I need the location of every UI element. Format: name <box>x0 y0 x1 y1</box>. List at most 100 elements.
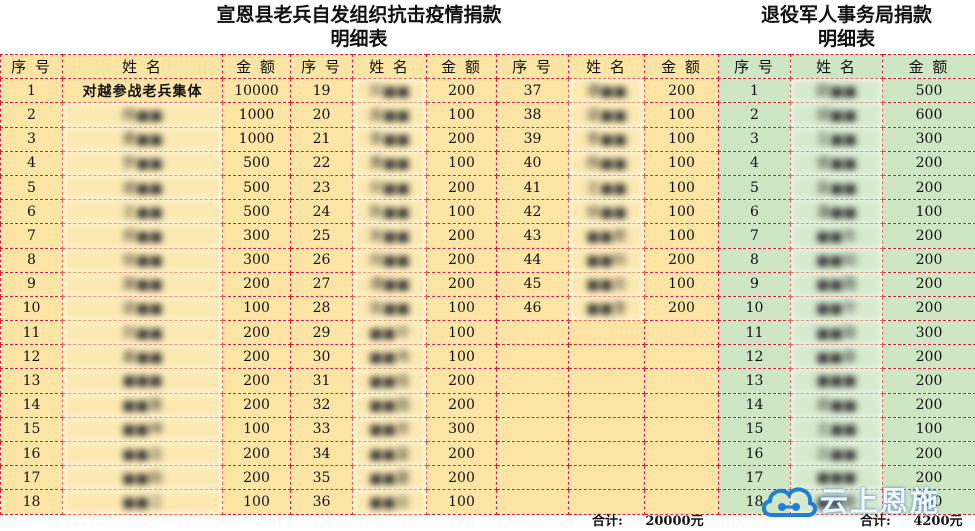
right-title: 退役军人事务局捐款 明细表 <box>718 3 975 51</box>
watermark-text: 云上恩施 <box>820 485 941 518</box>
donor-name: 何■■ <box>352 247 427 273</box>
table-row: 4 罗■■ 500 22 黄■■ 100 40 杨■■ 100 <box>0 150 719 176</box>
row-number: 6 <box>0 199 63 225</box>
donor-name: ■■科 <box>568 247 645 273</box>
donation-amount: 100 <box>222 489 291 515</box>
donor-name: ■■筱 <box>790 320 883 346</box>
donor-name: 吴■■ <box>790 174 883 201</box>
left-total-value: 20000元 <box>645 514 704 529</box>
header-name: 姓 名 <box>568 53 645 80</box>
donor-name: 刘■■ <box>62 320 223 346</box>
donor-name: 宋■■ <box>352 223 427 249</box>
donor-name: 高■■ <box>352 102 427 128</box>
row-number: 42 <box>496 199 569 225</box>
donor-name: ■■君 <box>568 223 645 249</box>
donation-amount: 100 <box>222 416 291 443</box>
table-row: 3 王■■ 300 <box>718 126 975 152</box>
row-number: 4 <box>0 150 63 176</box>
row-number: 38 <box>496 102 569 128</box>
donation-amount: 500 <box>222 174 291 201</box>
row-number <box>496 368 569 394</box>
donation-amount: 200 <box>882 150 975 176</box>
donor-name: ■■■ <box>62 368 223 394</box>
donation-amount: 500 <box>222 199 291 225</box>
donor-name: ■■霞 <box>790 271 883 297</box>
table-row: 9 康■■ 200 27 谭■■ 200 45 ■■志 100 <box>0 271 719 297</box>
donor-name: 秦■■ <box>62 344 223 370</box>
row-number: 11 <box>0 320 63 346</box>
donor-name: 刘■■ <box>352 174 427 201</box>
row-number <box>496 489 569 515</box>
donor-name: ■■伟 <box>352 344 427 370</box>
header-no: 序 号 <box>0 53 63 80</box>
donor-name: ■■泰 <box>790 344 883 370</box>
donation-amount: 200 <box>882 392 975 418</box>
right-total-value: 4200元 <box>913 514 963 529</box>
table-row: 16 吕■■ 200 <box>718 440 975 467</box>
donor-name: 吕■■ <box>790 440 883 467</box>
donation-amount: 100 <box>882 416 975 443</box>
row-number: 41 <box>496 174 569 201</box>
donation-amount: 200 <box>644 295 719 322</box>
donor-name: ■■志 <box>568 271 645 297</box>
donor-name <box>568 392 645 418</box>
right-title-line1: 退役军人事务局捐款 <box>760 4 932 26</box>
header-no: 序 号 <box>718 53 791 80</box>
header-amount: 金 额 <box>882 53 975 80</box>
donor-name: 谭■■ <box>568 78 645 104</box>
row-number: 13 <box>718 368 791 394</box>
right-header-row: 序 号 姓 名 金 额 <box>718 53 975 80</box>
header-name: 姓 名 <box>352 53 427 80</box>
donor-name: 刘■■ <box>352 78 427 104</box>
donation-amount <box>644 392 719 418</box>
donation-amount: 200 <box>882 223 975 249</box>
donation-amount: 200 <box>882 247 975 273</box>
donor-name: ■■桂 <box>352 368 427 394</box>
donation-amount: 100 <box>644 150 719 176</box>
table-row: 14 周■■ 200 <box>718 392 975 418</box>
header-amount: 金 额 <box>426 53 497 80</box>
donation-amount: 200 <box>222 320 291 346</box>
table-row: 2 胡■■ 600 <box>718 102 975 128</box>
row-number: 25 <box>290 223 353 249</box>
donor-name: 周■■ <box>790 392 883 418</box>
header-name: 姓 名 <box>790 53 883 80</box>
row-number: 12 <box>0 344 63 370</box>
table-row: 4 曾■■ 200 <box>718 150 975 176</box>
cloud-logo-icon <box>761 487 817 517</box>
row-number: 15 <box>718 416 791 443</box>
left-title-line2: 明细表 <box>330 28 388 50</box>
row-number: 9 <box>0 271 63 297</box>
donation-amount: 100 <box>222 295 291 322</box>
donor-name: ■■蕾 <box>352 465 427 491</box>
row-number: 19 <box>290 78 353 104</box>
donor-name: 梁■■ <box>62 295 223 322</box>
table-row: 18 ■■江 100 36 ■■云 100 <box>0 489 719 515</box>
row-number: 36 <box>290 489 353 515</box>
table-row: 15 王■■ 100 <box>718 416 975 443</box>
donor-name: 王■■ <box>568 174 645 201</box>
donor-name <box>568 416 645 443</box>
donation-amount: 100 <box>426 489 497 515</box>
donor-name: ■■国 <box>352 392 427 418</box>
donor-name: 黄■■ <box>352 150 427 176</box>
left-donation-table: 序 号 姓 名 金 额 序 号 姓 名 金 额 序 号 姓 名 金 额 1 对越参… <box>0 53 719 515</box>
donation-amount <box>644 344 719 370</box>
donor-name: 徐■■ <box>568 199 645 225</box>
donation-amount: 100 <box>644 223 719 249</box>
donor-name <box>568 440 645 467</box>
table-row: 6 王■■ 500 24 陈■■ 100 42 徐■■ 100 <box>0 199 719 225</box>
row-number <box>496 392 569 418</box>
donation-amount: 300 <box>882 320 975 346</box>
donation-amount: 100 <box>882 489 975 515</box>
right-total: 合计: 4200元 <box>860 510 963 529</box>
donor-name: 胡■■ <box>790 102 883 128</box>
right-donation-table: 序 号 姓 名 金 额 1 颜■■ 500 2 胡■■ 600 3 王■■ 300 4 曾■■ 200… <box>718 53 975 515</box>
row-number: 45 <box>496 271 569 297</box>
watermark: 云上恩施 <box>758 472 975 528</box>
donation-amount: 200 <box>426 223 497 249</box>
donation-amount: 300 <box>222 247 291 273</box>
row-number <box>496 440 569 467</box>
donation-amount: 200 <box>426 126 497 152</box>
donation-amount: 200 <box>222 344 291 370</box>
